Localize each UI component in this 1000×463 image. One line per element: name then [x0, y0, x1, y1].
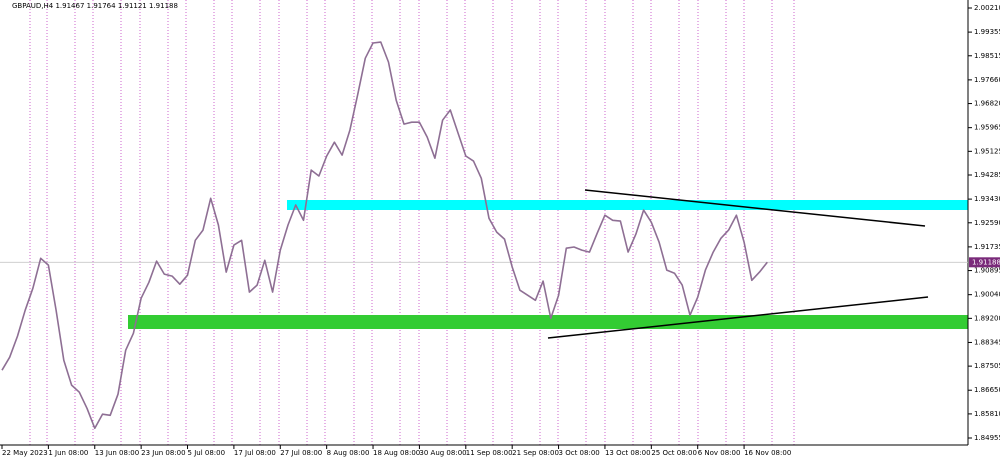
x-tick-label: 25 Oct 08:00 [651, 449, 697, 457]
y-tick-label: 1.87505 [974, 362, 1000, 370]
x-tick-label: 11 Sep 08:00 [466, 449, 513, 457]
support-zone [128, 315, 968, 329]
resistance-zone [287, 200, 968, 210]
last-price-box [969, 257, 1000, 268]
x-tick-label: 27 Jul 08:00 [280, 449, 322, 457]
y-tick-label: 1.88345 [974, 338, 1000, 346]
y-tick-label: 1.97660 [974, 76, 1000, 84]
y-tick-label: 1.98515 [974, 52, 1000, 60]
y-tick-label: 2.00210 [974, 4, 1000, 12]
y-tick-label: 1.92590 [974, 219, 1000, 227]
y-tick-label: 1.96820 [974, 100, 1000, 108]
x-tick-label: 16 Nov 08:00 [744, 449, 791, 457]
x-tick-label: 5 Jul 08:00 [188, 449, 226, 457]
x-tick-label: 13 Jun 08:00 [95, 449, 139, 457]
y-tick-label: 1.89200 [974, 314, 1000, 322]
x-tick-label: 22 May 2023 [2, 449, 48, 457]
x-tick-label: 13 Oct 08:00 [605, 449, 651, 457]
x-tick-label: 6 Nov 08:00 [698, 449, 741, 457]
period-separators [29, 0, 795, 445]
y-tick-label: 1.94285 [974, 171, 1000, 179]
x-tick-label: 1 Jun 08:00 [48, 449, 88, 457]
y-tick-label: 1.85810 [974, 410, 1000, 418]
y-tick-label: 1.95965 [974, 124, 1000, 132]
price-line [1, 41, 768, 430]
x-tick-label: 30 Aug 08:00 [419, 449, 466, 457]
y-tick-label: 1.86650 [974, 386, 1000, 394]
x-tick-label: 3 Oct 08:00 [559, 449, 600, 457]
y-tick-label: 1.90040 [974, 291, 1000, 299]
y-tick-label: 1.90895 [974, 267, 1000, 275]
x-tick-label: 21 Sep 08:00 [512, 449, 559, 457]
upper-trendline [584, 189, 926, 227]
y-tick-label: 1.84955 [974, 434, 1000, 442]
lower-trendline [547, 296, 929, 339]
x-tick-label: 8 Aug 08:00 [327, 449, 370, 457]
y-tick-label: 1.93430 [974, 195, 1000, 203]
x-tick-label: 18 Aug 08:00 [373, 449, 420, 457]
chart-title: GBPAUD,H4 1.91467 1.91764 1.91121 1.9118… [12, 2, 178, 10]
y-tick-label: 1.91735 [974, 243, 1000, 251]
y-tick-label: 1.95125 [974, 147, 1000, 155]
x-tick-label: 17 Jul 08:00 [234, 449, 276, 457]
y-tick-label: 1.99355 [974, 28, 1000, 36]
last-price-label: 1.91188 [972, 258, 1000, 266]
x-tick-label: 23 Jun 08:00 [141, 449, 185, 457]
